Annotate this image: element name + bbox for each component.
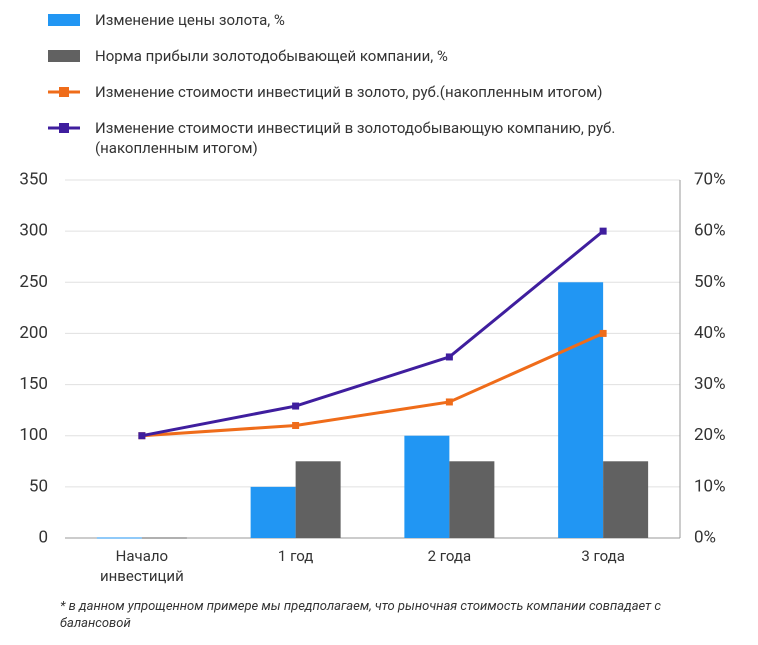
x-tick-label: 2 года xyxy=(427,547,472,565)
line xyxy=(141,332,604,438)
line-marker xyxy=(599,329,607,337)
bar xyxy=(603,461,649,538)
bar xyxy=(404,435,450,538)
y2-tick-label: 40% xyxy=(694,323,726,343)
legend-swatch xyxy=(59,87,69,97)
line-marker xyxy=(445,353,453,361)
y2-tick-label: 10% xyxy=(694,476,726,496)
y-tick-label: 350 xyxy=(19,169,48,189)
bar xyxy=(449,461,495,538)
line-marker xyxy=(445,398,453,406)
x-tick-label: Начало инвестиций xyxy=(99,547,184,585)
line-marker xyxy=(138,432,146,440)
y-tick-label: 250 xyxy=(19,272,48,292)
footnote: * в данном упрощенном примере мы предпол… xyxy=(60,599,662,631)
y2-tick-label: 20% xyxy=(694,425,726,445)
y-tick-label: 150 xyxy=(19,374,48,394)
legend-swatch xyxy=(48,50,80,62)
legend-swatch xyxy=(59,123,69,133)
bar xyxy=(558,282,604,538)
y-tick-label: 50 xyxy=(29,476,48,496)
line-marker xyxy=(599,227,607,235)
x-tick-label: 3 года xyxy=(581,547,625,565)
legend-label: Изменение стоимости инвестиций в золотод… xyxy=(95,119,616,157)
y2-tick-label: 50% xyxy=(694,272,726,292)
bar xyxy=(250,486,296,538)
y-tick-label: 200 xyxy=(19,323,48,343)
legend-label: Норма прибыли золотодобывающей компании,… xyxy=(95,47,448,65)
y2-tick-label: 30% xyxy=(694,374,726,394)
y2-tick-label: 70% xyxy=(694,169,726,189)
line-marker xyxy=(292,421,300,429)
legend-label: Изменение стоимости инвестиций в золото,… xyxy=(95,83,603,101)
y2-tick-label: 0% xyxy=(694,527,716,547)
x-tick-label: 1 год xyxy=(277,547,314,565)
line-marker xyxy=(292,402,300,410)
legend-label: Изменение цены золота, % xyxy=(95,11,285,29)
legend-swatch xyxy=(48,14,80,26)
y-tick-label: 300 xyxy=(19,221,48,241)
y2-tick-label: 60% xyxy=(694,221,726,241)
y-tick-label: 100 xyxy=(19,425,48,445)
line xyxy=(141,229,605,438)
y-tick-label: 0 xyxy=(38,527,48,547)
bar xyxy=(295,461,341,538)
